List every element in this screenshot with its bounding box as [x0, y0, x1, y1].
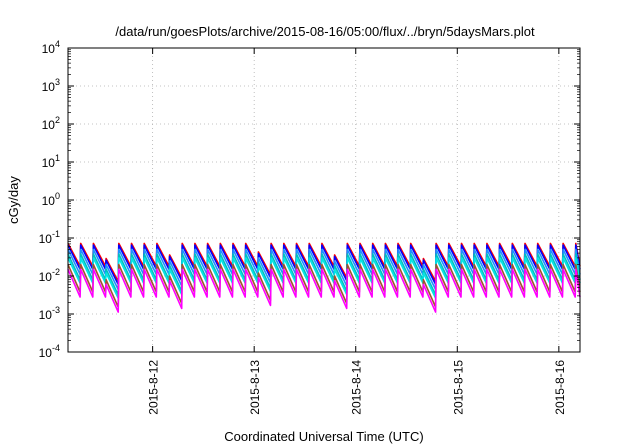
series-line-7 [67, 268, 581, 313]
series-group [67, 242, 581, 313]
x-tick-labels: 2015-8-12 2015-8-13 2015-8-14 2015-8-15 2015… [147, 360, 567, 415]
y-tick-label: 104 [42, 39, 60, 56]
x-tick-label: 2015-8-14 [350, 360, 364, 415]
y-tick-label: 100 [42, 191, 60, 208]
x-tick-label: 2015-8-13 [248, 360, 262, 415]
y-tick-labels: 10-4 10-3 10-2 10-1 100 101 102 103 104 [39, 39, 60, 360]
y-tick-label: 10-3 [39, 305, 60, 322]
x-tick-label: 2015-8-12 [147, 360, 161, 415]
y-tick-label: 10-1 [39, 229, 60, 246]
y-tick-label: 10-4 [39, 343, 60, 360]
chart-title: /data/run/goesPlots/archive/2015-08-16/0… [115, 24, 535, 39]
y-tick-label: 10-2 [39, 267, 60, 284]
x-axis-label: Coordinated Universal Time (UTC) [224, 429, 423, 444]
y-tick-label: 103 [42, 77, 60, 94]
y-tick-label: 102 [42, 115, 60, 132]
grid [68, 48, 580, 352]
y-axis-label: cGy/day [6, 176, 21, 224]
x-tick-label: 2015-8-15 [451, 360, 465, 415]
y-tick-label: 101 [42, 153, 60, 170]
x-tick-label: 2015-8-16 [553, 360, 567, 415]
plot-frame [67, 47, 581, 353]
